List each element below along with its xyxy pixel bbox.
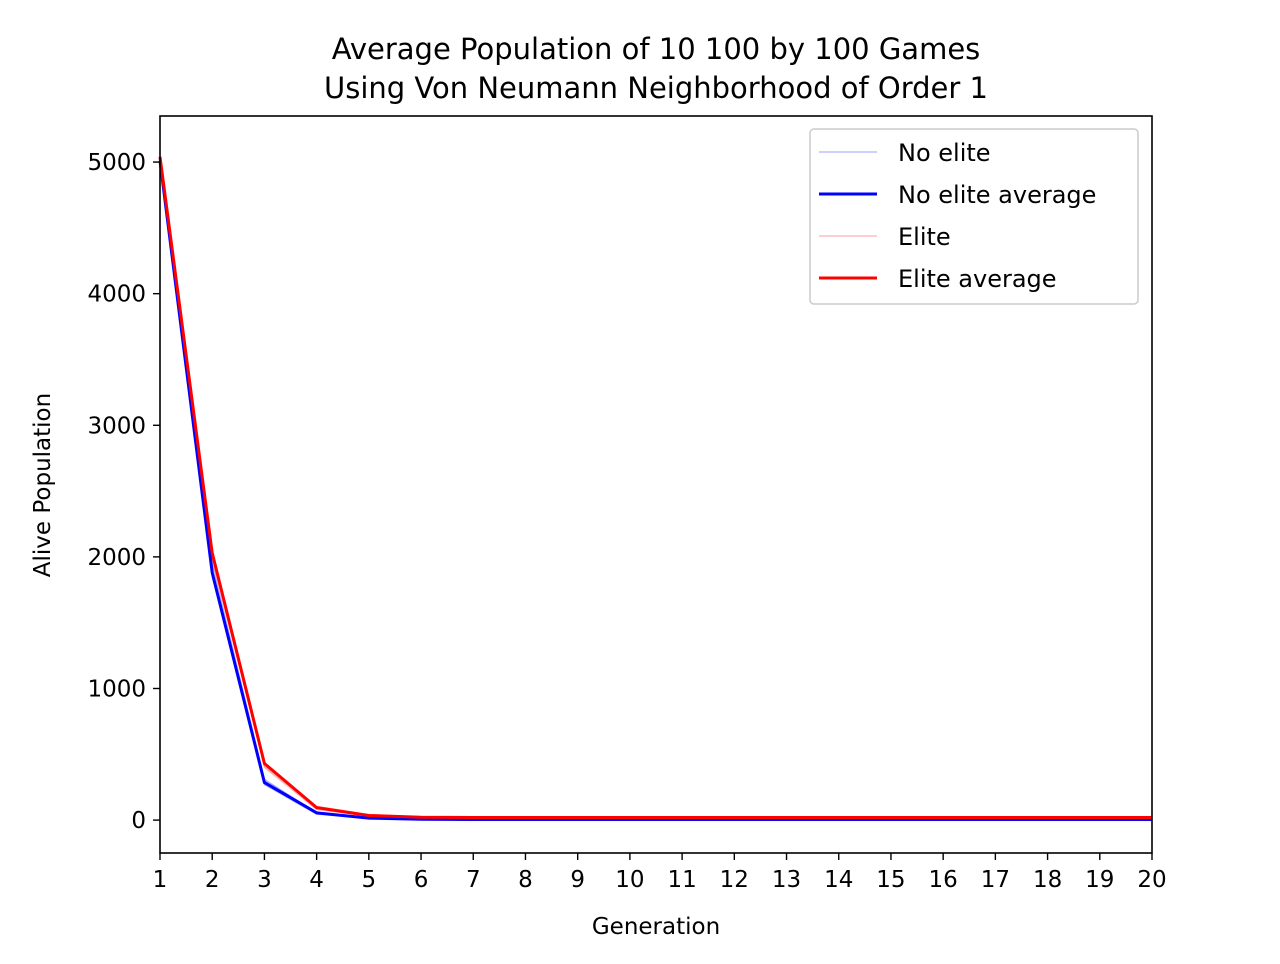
- x-tick-label: 12: [720, 867, 749, 893]
- chart-title-line-2: Using Von Neumann Neighborhood of Order …: [324, 71, 988, 105]
- y-tick-label: 3000: [87, 413, 146, 439]
- legend-label-elite: Elite: [898, 223, 951, 251]
- x-tick-label: 13: [772, 867, 801, 893]
- y-tick-label: 2000: [87, 545, 146, 571]
- legend-frame: [809, 128, 1139, 305]
- no-elite-average-line: [158, 160, 1152, 821]
- y-tick-label: 5000: [87, 150, 146, 176]
- elite-average-line: [158, 156, 1152, 819]
- x-tick-label: 19: [1085, 867, 1114, 893]
- y-axis: 0 1000 2000 3000 4000 5000: [87, 150, 160, 834]
- series-layer: [158, 155, 1152, 821]
- x-tick-label: 4: [309, 867, 324, 893]
- chart-title-line-1: Average Population of 10 100 by 100 Game…: [332, 32, 981, 66]
- x-tick-label: 20: [1137, 867, 1166, 893]
- legend-label-no-elite-average: No elite average: [898, 181, 1096, 209]
- x-tick-label: 18: [1033, 867, 1062, 893]
- x-tick-label: 17: [981, 867, 1010, 893]
- x-tick-label: 14: [824, 867, 853, 893]
- x-axis-label: Generation: [592, 914, 720, 940]
- y-tick-label: 1000: [87, 676, 146, 702]
- legend: No elite No elite average Elite Elite avera…: [809, 128, 1139, 305]
- x-tick-label: 10: [615, 867, 644, 893]
- x-tick-label: 7: [466, 867, 481, 893]
- x-tick-label: 6: [414, 867, 429, 893]
- y-tick-label: 4000: [87, 282, 146, 308]
- plot-frame: [159, 115, 1153, 854]
- legend-label-elite-average: Elite average: [898, 265, 1057, 293]
- x-tick-label: 1: [153, 867, 168, 893]
- x-tick-label: 8: [518, 867, 533, 893]
- y-axis-label: Alive Population: [30, 393, 56, 577]
- x-tick-label: 5: [362, 867, 377, 893]
- x-tick-label: 2: [205, 867, 220, 893]
- x-tick-label: 3: [257, 867, 272, 893]
- x-tick-label: 15: [876, 867, 905, 893]
- x-tick-label: 9: [570, 867, 585, 893]
- y-tick-label: 0: [131, 808, 146, 834]
- x-tick-label: 16: [929, 867, 958, 893]
- x-tick-label: 11: [667, 867, 696, 893]
- legend-label-no-elite: No elite: [898, 139, 991, 167]
- x-axis: 1 2 3 4 5 6 7 8 9 10 11 12 13 14 15 16 17 18 19 20: [153, 853, 1167, 893]
